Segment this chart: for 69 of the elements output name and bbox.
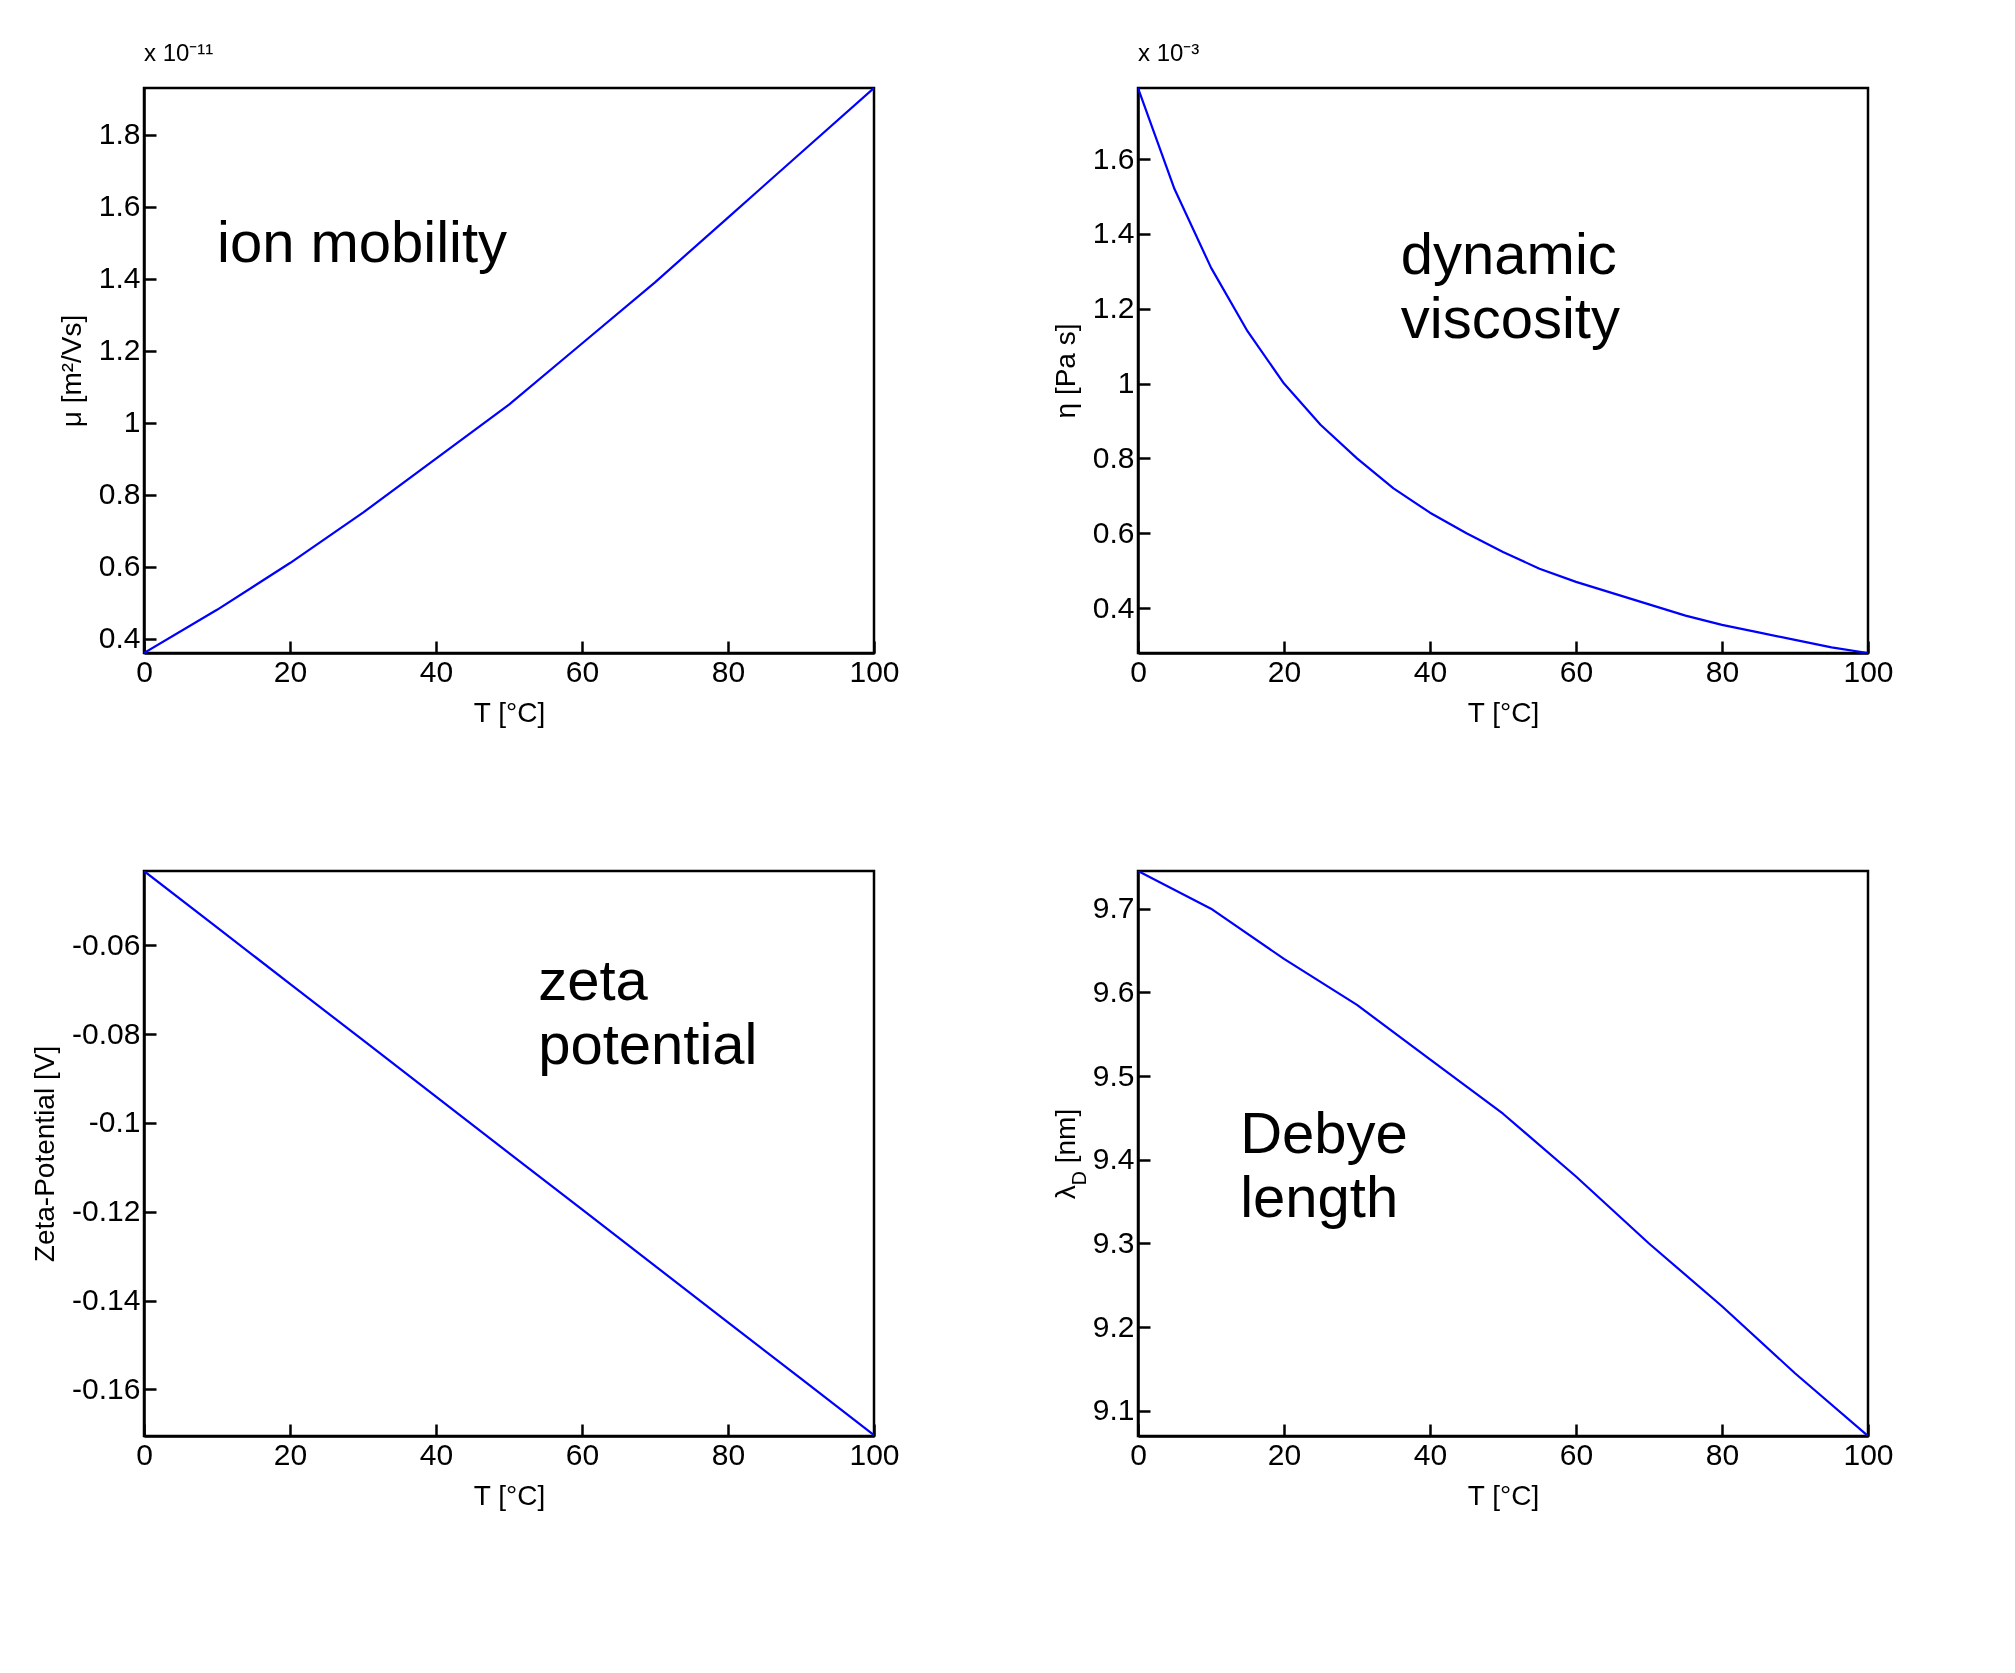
x-tick-label: 40 <box>419 654 454 688</box>
x-tick-label: 80 <box>711 654 746 688</box>
x-tick-label: 100 <box>849 1437 900 1471</box>
annotation: ion mobility <box>217 209 508 275</box>
x-tick-label: 60 <box>1559 1437 1594 1471</box>
y-tick-label: -0.06 <box>72 927 141 961</box>
text: x 10⁻³ <box>1138 39 1200 66</box>
x-tick-label: 40 <box>419 1437 454 1471</box>
line-series <box>1138 88 1868 653</box>
y-tick-label: 1 <box>123 405 141 439</box>
x-tick-label: 0 <box>136 654 153 688</box>
y-tick-label: 9.6 <box>1092 974 1135 1008</box>
x-tick-label: 20 <box>273 654 308 688</box>
x-tick-label: 80 <box>1705 1437 1740 1471</box>
y-tick-label: 1.6 <box>1092 141 1135 175</box>
y-tick-label: 9.4 <box>1092 1142 1135 1176</box>
y-tick-label: 1.4 <box>98 261 141 295</box>
x-tick-label: 100 <box>1843 1437 1894 1471</box>
text: x 10⁻¹¹ <box>144 39 214 66</box>
annotation: dynamic viscosity <box>1400 220 1620 350</box>
y-tick-label: 1.2 <box>98 333 141 367</box>
y-tick-label: 0.8 <box>1092 440 1135 474</box>
y-tick-label: -0.12 <box>72 1194 141 1228</box>
y-axis-title: η [Pa s] <box>1049 323 1081 419</box>
y-axis-title: μ [m²/Vs] <box>55 314 87 428</box>
y-tick-label: 0.6 <box>1092 515 1135 549</box>
x-tick-label: 60 <box>1559 654 1594 688</box>
x-tick-label: 100 <box>849 654 900 688</box>
x-axis-title: T [°C] <box>1467 1479 1540 1511</box>
x-tick-label: 80 <box>711 1437 746 1471</box>
annotation: zeta potential <box>538 947 758 1077</box>
y-tick-label: -0.16 <box>72 1371 141 1405</box>
y-tick-label: 0.4 <box>1092 590 1135 624</box>
y-tick-label: 1 <box>1117 366 1135 400</box>
y-tick-label: 9.7 <box>1092 891 1135 925</box>
x-tick-label: 80 <box>1705 654 1740 688</box>
y-tick-label: -0.08 <box>72 1016 141 1050</box>
y-tick-label: 0.4 <box>98 621 141 655</box>
y-tick-label: 1.8 <box>98 117 141 151</box>
x-tick-label: 40 <box>1413 1437 1448 1471</box>
y-tick-label: 9.3 <box>1092 1225 1135 1259</box>
y-tick-label: 1.4 <box>1092 216 1135 250</box>
y-tick-label: 0.8 <box>98 477 141 511</box>
y-tick-label: 9.5 <box>1092 1058 1135 1092</box>
x-tick-label: 20 <box>273 1437 308 1471</box>
y-tick-label: -0.1 <box>88 1105 141 1139</box>
y-axis-title: Zeta-Potential [V] <box>29 1045 61 1263</box>
y-tick-label: 0.6 <box>98 549 141 583</box>
x-axis-title: T [°C] <box>1467 696 1540 728</box>
y-tick-label: 1.6 <box>98 189 141 223</box>
line-series <box>144 88 874 653</box>
x-tick-label: 100 <box>1843 654 1894 688</box>
x-tick-label: 0 <box>1130 654 1147 688</box>
x-tick-label: 20 <box>1267 1437 1302 1471</box>
y-tick-label: 1.2 <box>1092 291 1135 325</box>
x-tick-label: 0 <box>136 1437 153 1471</box>
x-tick-label: 60 <box>565 1437 600 1471</box>
y-tick-label: 9.2 <box>1092 1309 1135 1343</box>
x-axis-title: T [°C] <box>473 696 546 728</box>
annotation: Debye length <box>1240 1099 1408 1229</box>
x-tick-label: 40 <box>1413 654 1448 688</box>
x-axis-title: T [°C] <box>473 1479 546 1511</box>
y-tick-label: -0.14 <box>72 1283 141 1317</box>
x-tick-label: 20 <box>1267 654 1302 688</box>
x-tick-label: 0 <box>1130 1437 1147 1471</box>
x-tick-label: 60 <box>565 654 600 688</box>
y-tick-label: 9.1 <box>1092 1393 1135 1427</box>
line-series <box>144 871 874 1436</box>
line-series <box>1138 871 1868 1436</box>
